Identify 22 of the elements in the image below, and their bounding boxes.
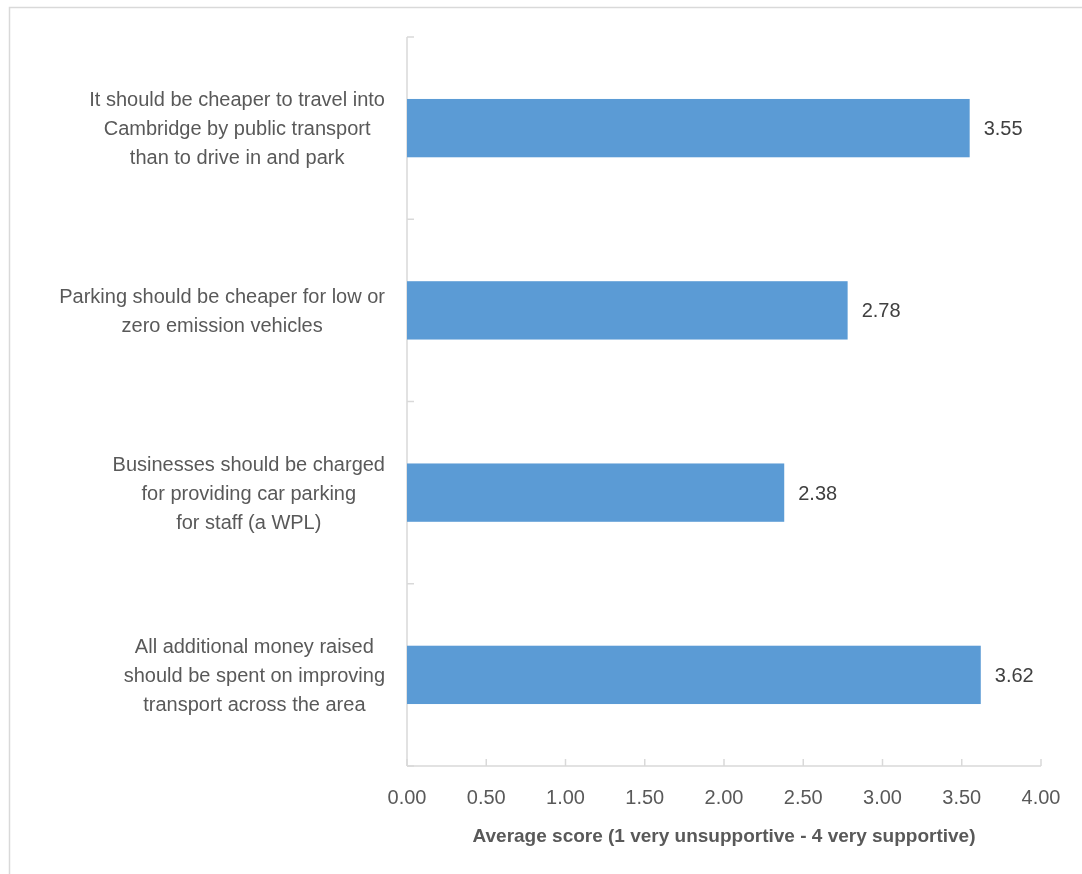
data-label: 3.55	[983, 117, 1023, 140]
x-tick-label: 2.50	[783, 786, 823, 808]
y-tick-label: Parking should be cheaper for low or zero emission vehicles	[59, 284, 386, 336]
bar	[407, 463, 785, 522]
x-tick-label: 2.00	[704, 786, 744, 808]
bar	[407, 645, 981, 705]
x-tick-label: 0.50	[466, 786, 506, 808]
y-tick-label: All additional money raised should be spent on improving transport across the area	[123, 634, 385, 715]
x-tick-label: 3.00	[863, 786, 902, 808]
y-tick-label: Businesses should be charged for providing car parking for staff (a WPL)	[112, 452, 385, 533]
x-tick-label: 3.50	[942, 786, 982, 808]
x-tick-label: 0.00	[387, 786, 427, 808]
data-label: 3.62	[994, 663, 1034, 686]
x-axis-title: Average score (1 very unsupportive - 4 very supportive)	[472, 824, 976, 846]
bar	[407, 281, 848, 340]
data-label: 2.78	[861, 299, 901, 322]
x-tick-label: 1.00	[546, 786, 585, 808]
data-label: 2.38	[798, 481, 838, 504]
y-tick-label: It should be cheaper to travel into Cambridge by public transport than to drive in and park	[89, 88, 385, 169]
x-tick-label: 4.00	[1021, 786, 1061, 808]
bar	[407, 98, 970, 158]
x-tick-label: 1.50	[625, 786, 665, 808]
